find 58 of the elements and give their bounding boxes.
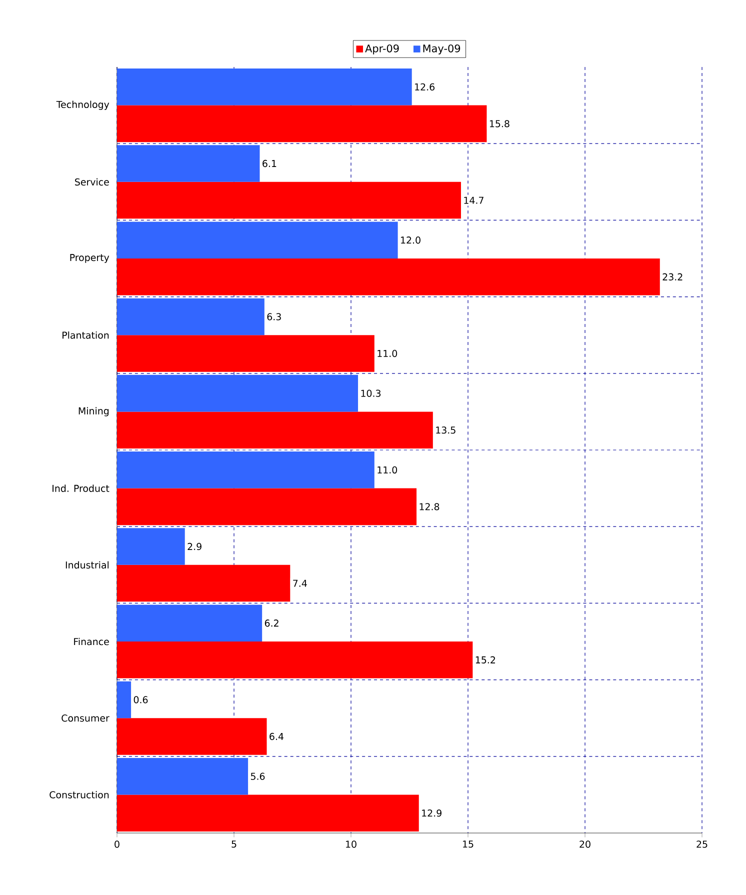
- bar: [117, 488, 417, 526]
- data-label: 6.1: [262, 160, 276, 168]
- y-tick-label: Mining: [78, 407, 109, 416]
- data-label: 5.6: [250, 772, 265, 780]
- bar: [117, 182, 461, 219]
- data-label: 15.8: [490, 120, 510, 128]
- x-tick-label: 20: [580, 840, 590, 848]
- data-label: 23.2: [662, 273, 682, 280]
- y-tick-label: Plantation: [62, 331, 109, 339]
- data-label: 11.0: [378, 466, 398, 474]
- bar: [117, 528, 185, 565]
- bar: [117, 374, 358, 412]
- bar: [117, 105, 487, 142]
- y-tick-label: Ind. Product: [52, 484, 110, 492]
- y-tick-label: Technology: [56, 100, 110, 110]
- data-label: 12.6: [415, 83, 435, 90]
- bar: [117, 222, 398, 258]
- data-label: 12.8: [420, 503, 440, 510]
- y-tick-label: Property: [70, 254, 110, 263]
- bar: [117, 758, 248, 795]
- y-tick-label: Industrial: [66, 561, 109, 569]
- legend-label: Apr-09: [365, 44, 399, 54]
- data-label: 2.9: [188, 542, 202, 550]
- bar: [117, 68, 412, 106]
- x-tick-label: 5: [232, 840, 236, 848]
- data-label: 11.0: [378, 350, 398, 358]
- y-tick-label: Finance: [74, 638, 109, 646]
- x-tick-label: 25: [696, 840, 708, 848]
- bar: [117, 718, 267, 755]
- data-label: 6.4: [270, 732, 284, 740]
- data-label: 12.9: [422, 810, 442, 817]
- data-label: 6.2: [264, 620, 278, 627]
- data-label: 7.4: [293, 580, 307, 587]
- bar: [117, 258, 660, 296]
- data-label: 13.5: [436, 426, 456, 434]
- bar: [117, 794, 419, 832]
- y-tick-label: Service: [75, 178, 109, 186]
- legend-label: May-09: [423, 44, 460, 54]
- bar: [117, 335, 374, 372]
- bar: [117, 564, 290, 602]
- x-tick-label: 15: [463, 840, 474, 848]
- data-label: 12.0: [401, 236, 420, 244]
- data-label: 10.3: [361, 390, 381, 397]
- x-tick-label: 0: [114, 840, 120, 848]
- data-label: 14.7: [464, 196, 484, 204]
- data-label: 6.3: [267, 313, 281, 320]
- y-tick-label: Construction: [50, 791, 109, 798]
- bar: [117, 298, 264, 336]
- bar: [117, 452, 374, 488]
- data-label: 0.6: [134, 696, 148, 704]
- y-tick-label: Consumer: [62, 714, 110, 722]
- x-tick-label: 10: [346, 840, 356, 848]
- bar: [117, 412, 433, 448]
- bar: [117, 681, 132, 718]
- bar: [117, 642, 473, 678]
- bar: [117, 604, 262, 642]
- bar: [117, 145, 260, 182]
- data-label: 15.2: [476, 656, 496, 664]
